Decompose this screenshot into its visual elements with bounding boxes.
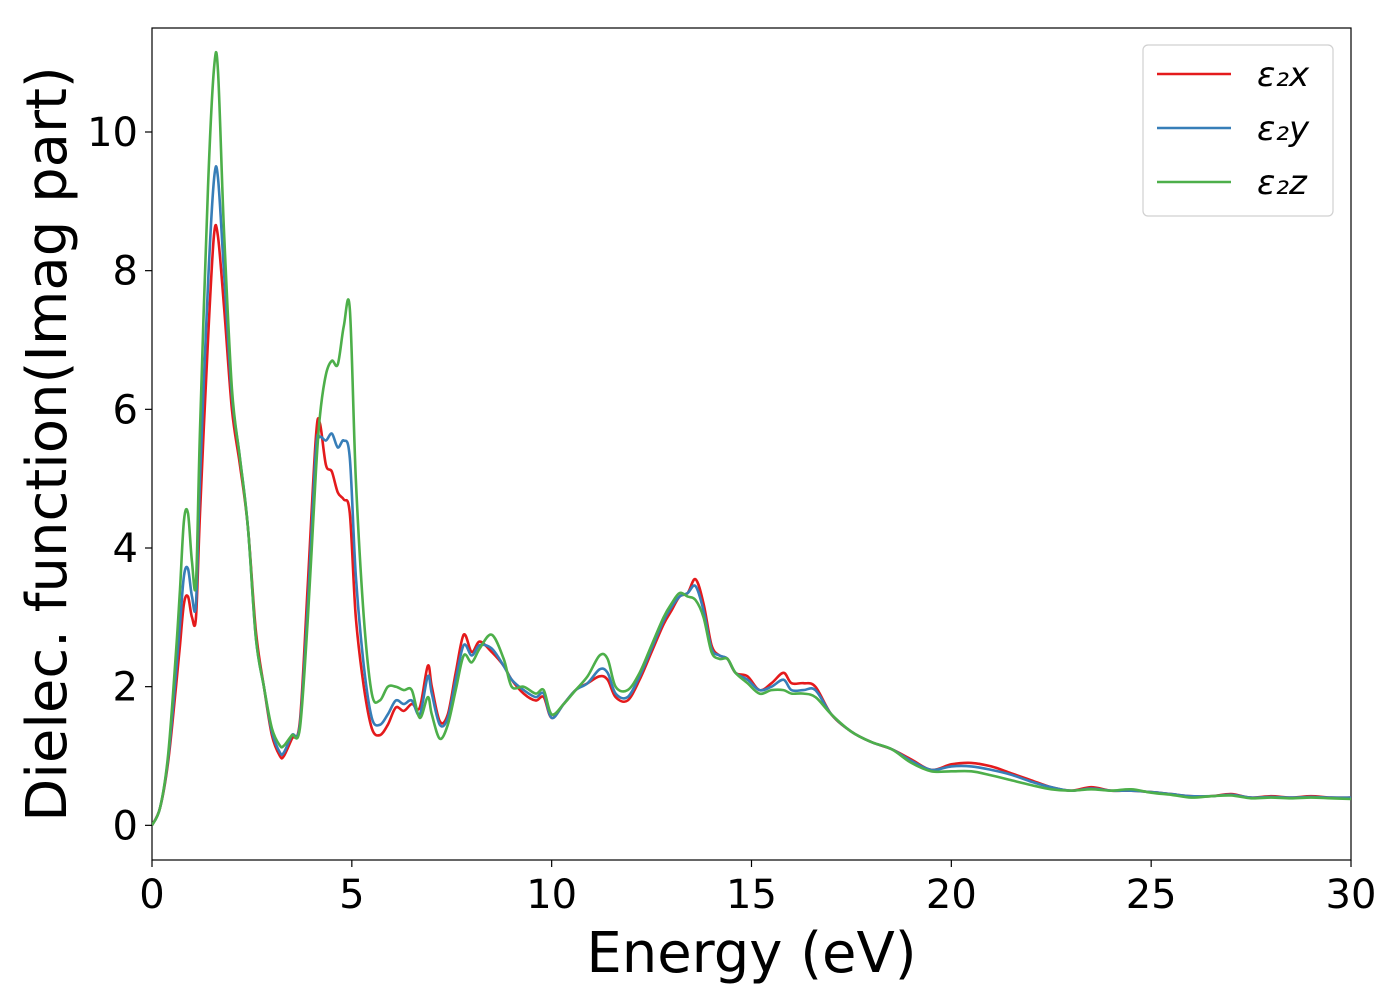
- y-tick-label: 0: [113, 803, 138, 849]
- legend-label-2: ε₂y: [1257, 109, 1310, 149]
- y-tick-label: 10: [87, 110, 138, 156]
- x-axis-ticks: 0 5 10 15 20 25 30: [139, 860, 1376, 918]
- y-tick-label: 8: [113, 249, 138, 295]
- x-axis-title: Energy (eV): [586, 921, 916, 986]
- x-tick-label: 25: [1126, 872, 1177, 918]
- series-line-3: [152, 50, 1351, 826]
- legend-box: [1142, 44, 1334, 217]
- x-tick-label: 20: [926, 872, 977, 918]
- legend-label-1: ε₂x: [1257, 55, 1310, 95]
- x-tick-label: 5: [339, 872, 364, 918]
- legend-items: ε₂x ε₂y ε₂z: [1157, 55, 1310, 203]
- y-axis-ticks: 0 2 4 6 8 10: [87, 110, 152, 849]
- x-tick-label: 0: [139, 872, 164, 918]
- y-tick-label: 4: [113, 526, 138, 572]
- series-layer: [152, 50, 1351, 826]
- series-line-2: [152, 165, 1351, 826]
- y-tick-label: 6: [113, 387, 138, 433]
- series-line-1: [152, 223, 1351, 826]
- y-axis-title: Dielec. function(Imag part): [15, 66, 80, 822]
- x-tick-label: 30: [1326, 872, 1377, 918]
- legend-label-3: ε₂z: [1257, 163, 1308, 203]
- legend: ε₂x ε₂y ε₂z: [1142, 44, 1334, 217]
- x-tick-label: 10: [526, 872, 577, 918]
- x-tick-label: 15: [726, 872, 777, 918]
- y-tick-label: 2: [113, 665, 138, 711]
